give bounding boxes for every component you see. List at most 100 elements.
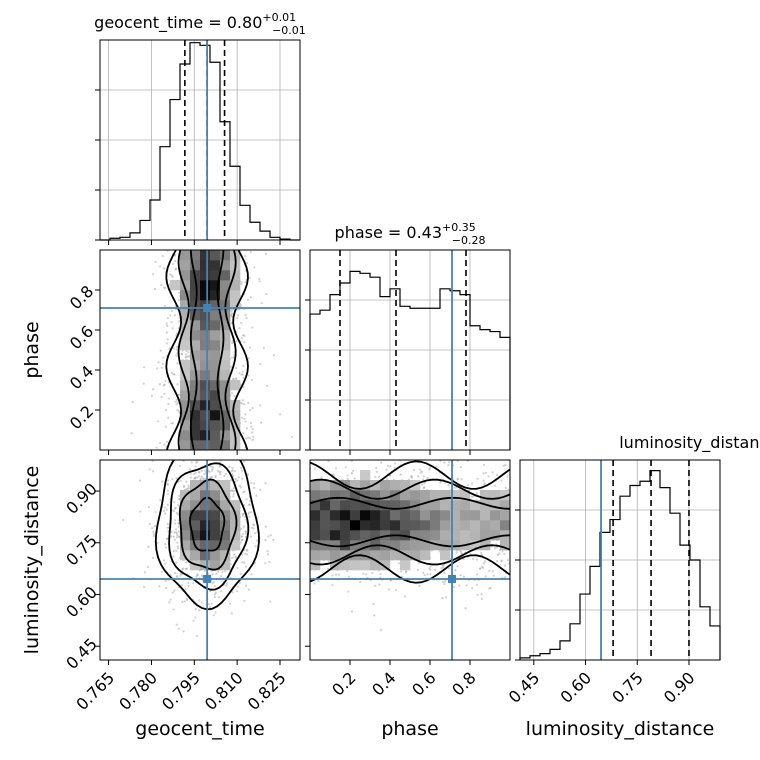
scatter-point [156,367,159,370]
scatter-point [156,541,159,545]
scatter-point [170,371,174,374]
density-cell [320,490,331,501]
scatter-point [248,500,252,503]
density-cell [220,410,231,421]
scatter-point [249,409,252,412]
scatter-point [170,274,173,277]
scatter-point [240,402,244,405]
scatter-point [211,469,214,472]
scatter-point [166,503,169,506]
density-cell [380,500,391,511]
scatter-point [250,425,253,428]
density-cell [410,490,421,501]
scatter-point [173,259,177,263]
scatter-point [182,484,185,487]
density-grid [180,480,241,571]
density-cell [190,340,201,351]
scatter-point [378,475,381,478]
scatter-point [175,477,178,480]
density-cell [330,510,341,521]
scatter-point [175,623,178,626]
scatter-point [179,574,182,577]
density-cell [420,500,431,511]
scatter-point [174,400,177,403]
scatter-point [143,571,147,574]
scatter-point [243,403,246,406]
density-cell [370,480,381,491]
scatter-point [423,574,426,577]
scatter-point [476,477,479,480]
scatter-point [239,486,242,489]
density-cell [350,490,361,501]
scatter-point [175,348,178,351]
density-cell [200,320,211,331]
x-axis-label-geocent_time: geocent_time [135,718,264,740]
scatter-point [187,484,190,487]
density-cell [470,530,481,541]
density-cell [340,550,351,561]
scatter-point [247,357,250,360]
scatter-point [179,479,182,482]
panel-frame [99,249,301,451]
scatter-point [248,276,251,280]
scatter-point [264,539,267,542]
histogram-panel-phase: phase = 0.43+0.35 −0.28 [305,221,511,455]
scatter-point [232,495,235,498]
scatter-point [422,478,425,481]
scatter-point [241,532,244,535]
density-cell [200,530,211,541]
density-cell [220,540,231,551]
scatter-point [170,309,173,313]
scatter-point [194,476,197,479]
scatter-point [175,528,178,531]
density-cell [220,530,231,541]
contour-line-0 [310,496,510,548]
scatter-point [220,575,223,578]
scatter-point [170,535,173,538]
scatter-point [346,474,349,477]
density-cell [210,340,221,351]
scatter-point [161,480,164,483]
density-cell [190,320,201,331]
scatter-point [265,384,269,388]
scatter-point [176,534,179,537]
scatter-point [244,254,247,258]
density-cell [380,480,391,491]
density-cell [210,420,221,431]
scatter-point [203,473,206,476]
scatter-point [239,572,242,575]
scatter-point [405,570,408,573]
scatter-point [185,488,189,491]
scatter-point [317,579,320,583]
scatter-point [268,560,271,564]
scatter-point [417,475,420,478]
scatter-point [247,473,250,476]
scatter-point [240,337,243,340]
scatter-point [233,490,236,493]
scatter-point [243,334,246,337]
scatter-point [159,499,162,502]
scatter-point [175,354,178,357]
scatter-point [423,482,426,485]
density-cell [210,300,221,311]
scatter-point [454,486,458,489]
scatter-point [372,602,375,606]
scatter-point [176,545,179,548]
scatter-point [235,377,238,380]
scatter-point [387,464,390,468]
density-cell [220,250,231,261]
scatter-point [375,466,378,469]
scatter-point [441,564,444,568]
density-cell [230,290,241,301]
scatter-point [258,277,261,281]
scatter-point [241,535,244,538]
scatter-point [452,585,456,589]
truth-marker [448,574,456,583]
scatter-point [240,539,243,542]
scatter-point [158,265,162,268]
scatter-point [171,478,174,481]
scatter-point [480,593,483,596]
scatter-point [484,560,487,563]
scatter-point [331,583,334,587]
